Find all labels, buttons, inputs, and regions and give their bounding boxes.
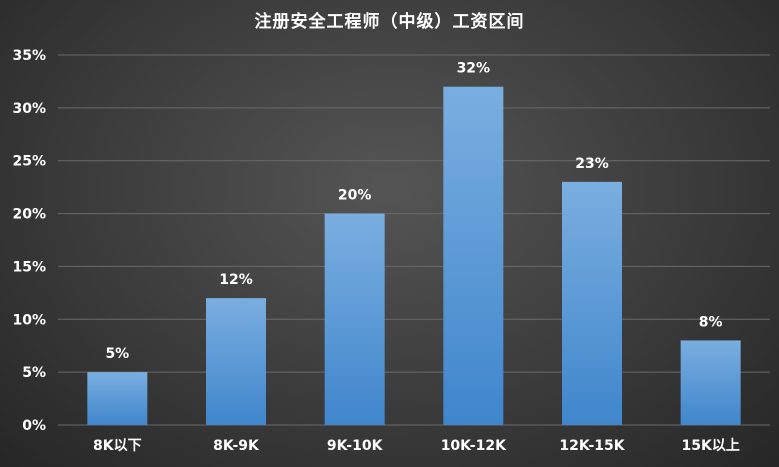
bar bbox=[87, 372, 148, 425]
x-tick-label: 8K以下 bbox=[93, 438, 142, 454]
x-tick-label: 12K-15K bbox=[559, 438, 625, 454]
y-tick-label: 20% bbox=[12, 207, 46, 223]
y-axis: 0% 5% 10% 15% 20% 25% 30% 35% bbox=[12, 48, 46, 434]
data-label: 23% bbox=[575, 156, 609, 172]
y-tick-label: 15% bbox=[12, 259, 46, 275]
bar bbox=[680, 340, 741, 425]
chart-title: 注册安全工程师（中级）工资区间 bbox=[254, 12, 525, 32]
x-tick-label: 10K-12K bbox=[441, 438, 507, 454]
data-label: 5% bbox=[105, 346, 129, 362]
y-tick-label: 0% bbox=[22, 418, 46, 434]
y-tick-label: 10% bbox=[12, 312, 46, 328]
data-label: 8% bbox=[699, 314, 723, 330]
data-label: 12% bbox=[219, 272, 253, 288]
bar bbox=[206, 298, 266, 425]
bar bbox=[443, 86, 504, 425]
y-tick-label: 30% bbox=[12, 101, 46, 117]
x-tick-label: 8K-9K bbox=[213, 438, 260, 454]
bar bbox=[324, 213, 385, 425]
data-label: 32% bbox=[457, 61, 491, 77]
y-tick-label: 35% bbox=[12, 48, 46, 64]
x-tick-label: 15K以上 bbox=[681, 438, 739, 454]
y-tick-label: 25% bbox=[12, 154, 46, 170]
bar bbox=[562, 181, 622, 425]
y-tick-label: 5% bbox=[22, 365, 46, 381]
bars bbox=[87, 86, 741, 425]
gridlines bbox=[58, 54, 770, 426]
data-labels: 5% 12% 20% 32% 23% 8% bbox=[105, 61, 722, 362]
data-label: 20% bbox=[338, 188, 372, 204]
x-axis: 8K以下 8K-9K 9K-10K 10K-12K 12K-15K 15K以上 bbox=[93, 438, 740, 454]
x-tick-label: 9K-10K bbox=[327, 438, 384, 454]
